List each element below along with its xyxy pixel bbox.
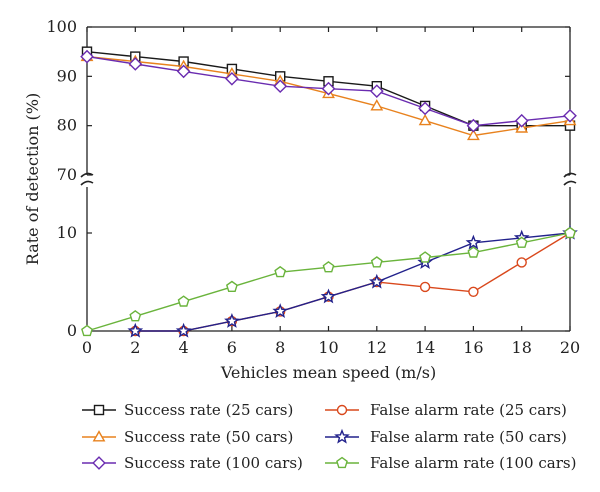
legend-item: False alarm rate (100 cars) [325, 454, 576, 472]
legend-item: Success rate (25 cars) [82, 401, 293, 419]
diamond-marker [466, 118, 481, 133]
y-tick-label: 80 [57, 116, 77, 135]
pentagon-marker [419, 251, 432, 263]
y-tick-label: 100 [46, 17, 77, 36]
x-tick-label: 0 [82, 338, 92, 357]
legend-item: False alarm rate (50 cars) [325, 428, 567, 446]
x-tick-label: 18 [512, 338, 532, 357]
x-tick-label: 6 [227, 338, 237, 357]
diamond-marker [514, 113, 529, 128]
triangle-marker [92, 430, 106, 442]
diamond-marker [369, 84, 384, 98]
triangle-marker [370, 99, 384, 111]
legend-label: False alarm rate (25 cars) [370, 401, 567, 419]
star-marker [224, 312, 240, 328]
star-marker [465, 234, 482, 250]
axis-break-mark-right-lower [563, 180, 577, 186]
x-tick-label: 20 [560, 338, 580, 357]
legend-item: Success rate (50 cars) [82, 428, 293, 446]
series-line [86, 232, 571, 332]
x-tick-label: 10 [318, 338, 338, 357]
legend-item: Success rate (100 cars) [82, 454, 303, 472]
pentagon-marker [336, 456, 348, 469]
series-group [80, 46, 578, 338]
legend-label: Success rate (50 cars) [124, 428, 293, 446]
pentagon-marker [274, 265, 287, 278]
series-line [135, 232, 571, 332]
pentagon-marker [322, 261, 335, 273]
pentagon-marker [564, 226, 576, 239]
pentagon-marker [515, 236, 528, 248]
pentagon-marker [370, 256, 383, 268]
series-line [135, 232, 571, 332]
star-marker [175, 322, 192, 338]
x-tick-label: 4 [179, 338, 189, 357]
x-tick-label: 14 [415, 338, 435, 357]
pentagon-marker [177, 295, 190, 307]
diamond-marker [273, 79, 288, 93]
circle-marker [336, 404, 348, 416]
star-marker [368, 273, 385, 289]
axis-break-mark-left-lower [80, 180, 94, 186]
star-marker [334, 428, 350, 444]
series-5 [127, 224, 578, 338]
x-tick-label: 12 [367, 338, 387, 357]
diamond-marker [225, 72, 239, 86]
series-4 [130, 227, 576, 337]
diamond-marker [418, 101, 432, 116]
star-marker [127, 322, 144, 338]
y-tick-label: 90 [57, 66, 77, 85]
y-tick-label: 70 [57, 165, 77, 184]
circle-marker [468, 286, 479, 297]
plot-frame [80, 26, 577, 332]
legend: Success rate (25 cars) Success rate (50 c… [82, 401, 576, 472]
star-marker [320, 288, 337, 304]
diamond-marker [92, 456, 106, 470]
y-tick-label: 0 [67, 321, 77, 340]
square-marker [93, 404, 105, 416]
triangle-marker [418, 113, 432, 126]
circle-marker [419, 281, 431, 293]
legend-label: False alarm rate (100 cars) [370, 454, 576, 472]
triangle-marker [467, 128, 480, 141]
x-tick-label: 2 [130, 338, 140, 357]
x-tick-label: 16 [463, 338, 483, 357]
x-tick-label: 8 [275, 338, 285, 357]
star-marker [272, 303, 289, 319]
axis-ticks: 0 2 4 6 8 10 12 14 16 18 20 0 10 70 80 90 100 [46, 17, 580, 357]
y-axis-label: Rate of detection (%) [23, 93, 42, 265]
series-3 [80, 49, 577, 133]
legend-label: False alarm rate (50 cars) [370, 428, 567, 446]
diamond-marker [563, 109, 577, 123]
circle-marker [516, 257, 527, 268]
axis-break-mark-right-upper [563, 172, 577, 178]
pentagon-marker [467, 246, 480, 258]
legend-label: Success rate (25 cars) [124, 401, 293, 419]
pentagon-marker [129, 310, 142, 322]
diamond-marker [321, 81, 336, 96]
series-6 [81, 226, 576, 337]
y-tick-label: 10 [57, 223, 77, 242]
diamond-marker [128, 57, 143, 71]
pentagon-marker [225, 280, 238, 292]
legend-item: False alarm rate (25 cars) [325, 401, 567, 419]
diamond-marker [176, 64, 191, 79]
pentagon-marker [81, 324, 93, 337]
legend-label: Success rate (100 cars) [124, 454, 303, 472]
diamond-marker [80, 49, 94, 64]
x-axis-label: Vehicles mean speed (m/s) [220, 363, 436, 382]
